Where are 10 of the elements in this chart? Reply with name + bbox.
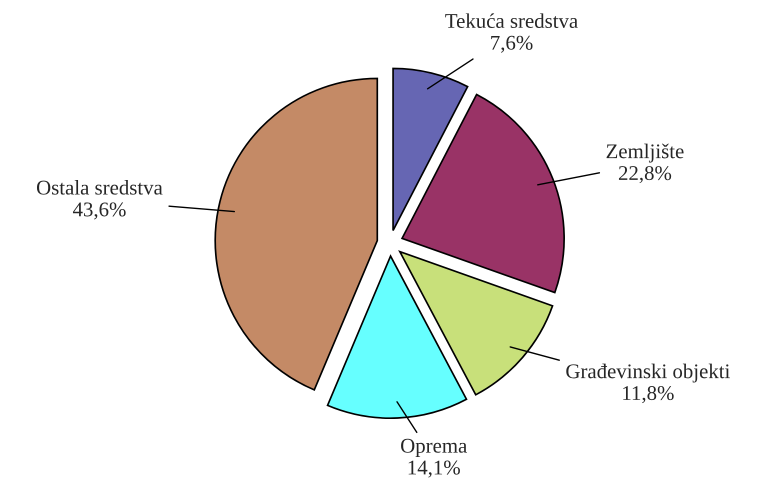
slice-label: Oprema: [401, 438, 468, 458]
data-label: 7,6%: [491, 36, 533, 53]
data-label: 43,6%: [72, 202, 126, 220]
data-label: 22,8%: [618, 166, 672, 184]
slice-label: Zemljište: [606, 144, 684, 163]
data-label: 11,8%: [623, 386, 674, 404]
data-label: 14,1%: [408, 460, 460, 478]
slice-label: Ostala sredstva: [36, 180, 163, 195]
slice-label: Građevinski objekti: [566, 364, 730, 383]
slice-label: Tekuća sredstva: [445, 13, 578, 28]
